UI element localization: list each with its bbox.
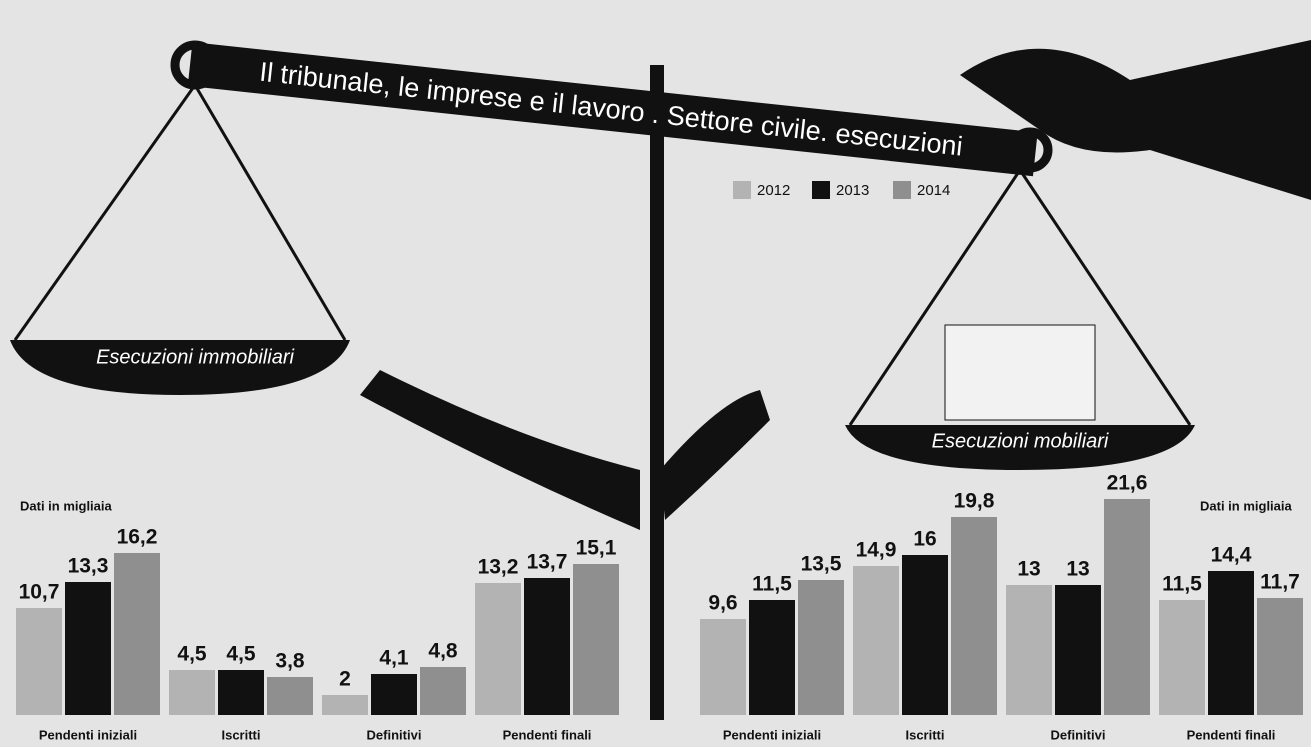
x-tick-label: Pendenti finali	[503, 727, 592, 742]
data-label: 13	[1066, 558, 1089, 581]
bar	[267, 677, 313, 715]
subtitle: Dati in migliaia	[20, 498, 113, 513]
bar	[1055, 585, 1101, 715]
bar	[169, 670, 215, 715]
legend-swatch	[893, 181, 911, 199]
panel-title: Esecuzioni immobiliari	[96, 346, 294, 368]
bar	[798, 580, 844, 715]
data-label: 14,4	[1211, 544, 1252, 567]
bar	[1104, 499, 1150, 715]
data-label: 13,2	[478, 556, 519, 579]
x-tick-label: Iscritti	[221, 727, 260, 742]
data-label: 13,3	[68, 555, 109, 578]
legend-swatch	[812, 181, 830, 199]
data-label: 11,5	[752, 573, 792, 596]
data-label: 3,8	[275, 650, 305, 673]
bar	[1208, 571, 1254, 715]
bar	[371, 674, 417, 715]
data-label: 11,5	[1162, 573, 1202, 596]
bar	[322, 695, 368, 715]
data-label: 14,9	[856, 539, 897, 562]
legend-label: 2014	[917, 182, 950, 199]
legend-label: 2013	[836, 182, 869, 199]
infographic: Il tribunale, le imprese e il lavoro . S…	[0, 0, 1311, 747]
bar	[1257, 598, 1303, 715]
data-label: 4,5	[177, 643, 207, 666]
bar	[902, 555, 948, 715]
data-label: 11,7	[1260, 571, 1300, 594]
bar	[475, 583, 521, 715]
x-tick-label: Iscritti	[905, 727, 944, 742]
data-label: 21,6	[1107, 472, 1148, 495]
bar	[16, 608, 62, 715]
bar	[218, 670, 264, 715]
x-tick-label: Pendenti iniziali	[723, 727, 821, 742]
bar	[700, 619, 746, 715]
bar	[420, 667, 466, 715]
data-label: 10,7	[19, 581, 60, 604]
data-label: 13,7	[527, 551, 568, 574]
bar	[951, 517, 997, 715]
bar	[524, 578, 570, 715]
bar	[749, 600, 795, 715]
data-label: 4,5	[226, 643, 256, 666]
bar	[114, 553, 160, 715]
bar	[573, 564, 619, 715]
subtitle: Dati in migliaia	[1200, 498, 1293, 513]
bar	[65, 582, 111, 715]
data-label: 15,1	[576, 537, 617, 560]
x-tick-label: Definitivi	[367, 727, 422, 742]
data-label: 19,8	[954, 490, 995, 513]
x-tick-label: Definitivi	[1051, 727, 1106, 742]
data-label: 4,8	[428, 640, 458, 663]
data-label: 2	[339, 668, 351, 691]
x-tick-label: Pendenti finali	[1187, 727, 1276, 742]
bar	[853, 566, 899, 715]
data-label: 4,1	[379, 647, 409, 670]
data-label: 13	[1017, 558, 1040, 581]
data-label: 9,6	[708, 592, 737, 615]
data-label: 13,5	[801, 553, 842, 576]
x-tick-label: Pendenti iniziali	[39, 727, 137, 742]
bar	[1006, 585, 1052, 715]
data-label: 16	[913, 528, 936, 551]
panel-title: Esecuzioni mobiliari	[932, 430, 1109, 452]
scale-pole	[650, 65, 664, 720]
bar	[1159, 600, 1205, 715]
data-label: 16,2	[117, 526, 158, 549]
money-stack	[945, 325, 1095, 420]
legend-label: 2012	[757, 182, 790, 199]
legend-swatch	[733, 181, 751, 199]
